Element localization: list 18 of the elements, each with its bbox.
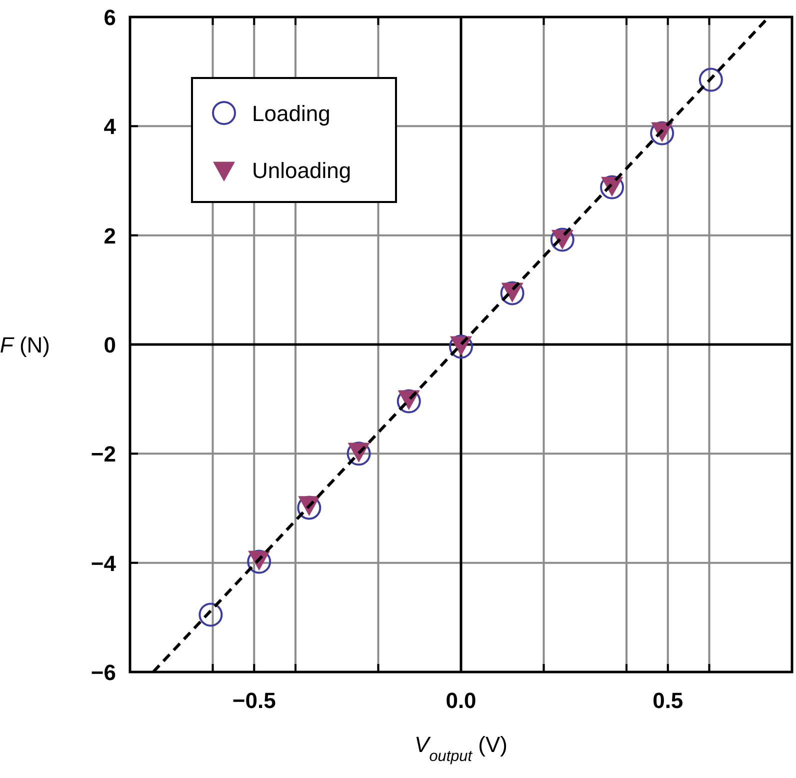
y-tick-label: 6 [104,5,116,30]
y-tick-label: 0 [104,332,116,358]
y-tick-label: 4 [104,114,117,140]
point [346,442,371,466]
x-axis-title: V$_{output}$ (V) [414,732,508,764]
y-tick-label: 2 [104,223,116,248]
x-tick-label: 0.5 [652,688,684,713]
point [297,496,322,520]
y-axis-title: F (N) [0,332,50,358]
legend-label: Unloading [252,158,352,183]
x-tick-label: 0.0 [446,688,476,713]
y-tick-label: −2 [90,442,116,467]
y-tick-label: −6 [90,660,116,685]
point [698,68,723,92]
legend-label: Loading [252,101,330,126]
y-tick-label: −4 [90,550,117,576]
point [198,602,223,627]
x-tick-label: −0.5 [232,688,276,713]
